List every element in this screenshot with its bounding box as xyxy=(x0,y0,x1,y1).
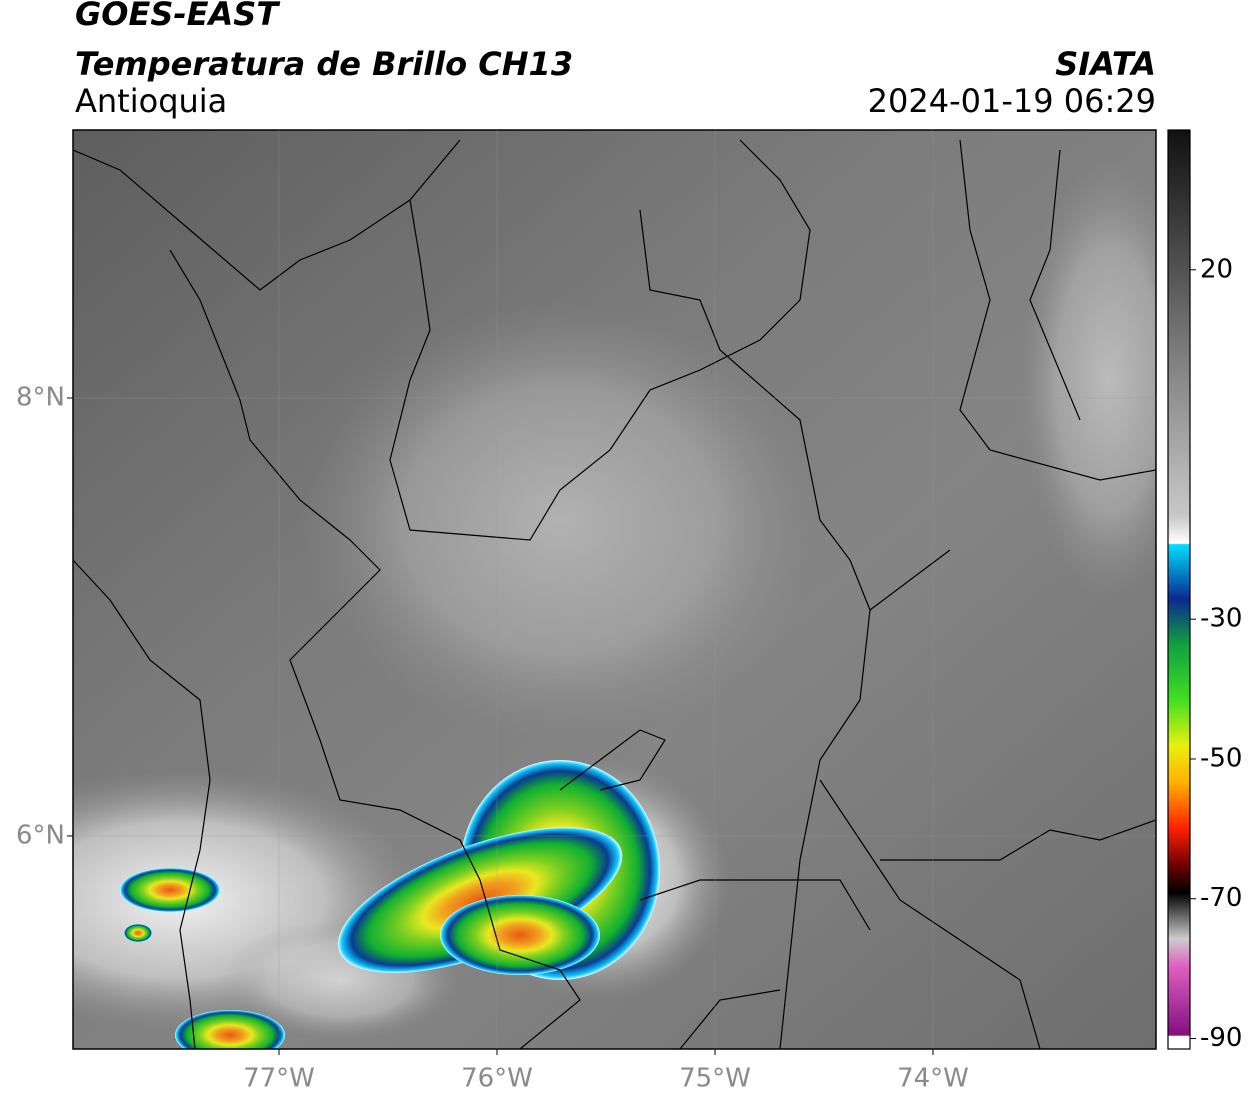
region: Antioquia xyxy=(75,82,227,120)
x-tick-label: 76°W xyxy=(461,1064,533,1094)
imagery xyxy=(73,130,1156,1049)
colorbar-tick-label: -70 xyxy=(1200,883,1242,913)
x-tick-label: 74°W xyxy=(897,1064,969,1094)
datetime: 2024-01-19 06:29 xyxy=(868,82,1156,120)
colorbar xyxy=(1167,129,1191,1050)
title: GOES-EAST xyxy=(75,0,280,33)
colorbar-tick-label: -50 xyxy=(1200,743,1242,773)
y-tick-label: 6°N xyxy=(16,820,65,850)
map-frame xyxy=(72,129,1157,1050)
y-tick-label: 8°N xyxy=(16,383,65,413)
x-tick-label: 77°W xyxy=(243,1064,315,1094)
colorbar-tick-label: -30 xyxy=(1200,604,1242,634)
x-tick-label: 75°W xyxy=(679,1064,751,1094)
colorbar-tick-label: 20 xyxy=(1200,254,1233,284)
subtitle: Temperatura de Brillo CH13 xyxy=(75,45,573,83)
source: SIATA xyxy=(1055,45,1156,83)
colorbar-tick-label: -90 xyxy=(1200,1023,1242,1053)
